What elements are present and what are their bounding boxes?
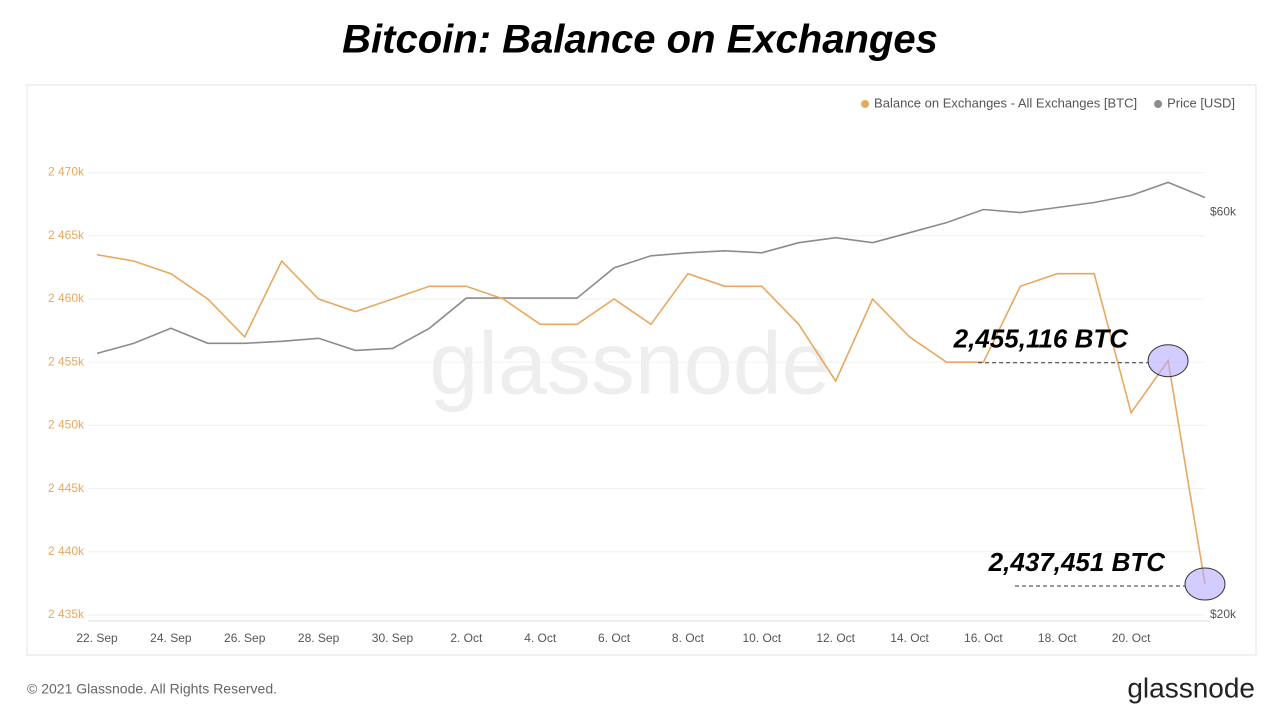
- legend-swatch: [1154, 100, 1163, 108]
- value-label: 2,437,451 BTC: [988, 547, 1167, 577]
- y-tick-label: 2 460k: [48, 291, 85, 305]
- y-tick-label: 2 440k: [48, 544, 85, 558]
- y-tick-label: 2 465k: [48, 228, 85, 242]
- legend-label: Balance on Exchanges - All Exchanges [BT…: [874, 95, 1137, 110]
- y2-tick-label: $60k: [1210, 205, 1237, 219]
- y-tick-label: 2 445k: [48, 481, 85, 495]
- x-tick-label: 8. Oct: [672, 631, 705, 645]
- x-tick-label: 22. Sep: [76, 631, 118, 645]
- series-line: [96, 253, 1206, 585]
- x-tick-label: 14. Oct: [890, 631, 929, 645]
- y-tick-label: 2 435k: [48, 607, 85, 621]
- y-tick-label: 2 470k: [48, 165, 85, 179]
- x-tick-label: 16. Oct: [964, 631, 1003, 645]
- x-tick-label: 24. Sep: [150, 631, 192, 645]
- footer: © 2021 Glassnode. All Rights Reserved.: [27, 681, 277, 697]
- y-tick-label: 2 450k: [48, 418, 85, 432]
- value-label: 2,455,116 BTC: [953, 324, 1130, 354]
- x-tick-label: 12. Oct: [816, 631, 855, 645]
- x-tick-label: 26. Sep: [224, 631, 266, 645]
- x-tick-label: 4. Oct: [524, 631, 557, 645]
- y-tick-label: 2 455k: [48, 354, 85, 368]
- legend-swatch: [861, 100, 870, 108]
- x-tick-label: 30. Sep: [372, 631, 414, 645]
- x-tick-label: 2. Oct: [450, 631, 483, 645]
- highlight: [1184, 567, 1226, 601]
- chart-title: Bitcoin: Balance on Exchanges: [342, 18, 938, 62]
- highlight: [1147, 344, 1189, 378]
- chart-frame: [26, 84, 1257, 656]
- x-tick-label: 6. Oct: [598, 631, 631, 645]
- legend-label: Price [USD]: [1167, 95, 1235, 110]
- series-line: [96, 181, 1206, 355]
- y2-tick-label: $20k: [1210, 607, 1237, 621]
- x-tick-label: 20. Oct: [1112, 631, 1151, 645]
- x-tick-label: 10. Oct: [742, 631, 781, 645]
- x-tick-label: 28. Sep: [298, 631, 340, 645]
- brand-logo: glassnode: [1127, 672, 1255, 703]
- x-tick-label: 18. Oct: [1038, 631, 1077, 645]
- watermark: glassnode: [429, 313, 830, 412]
